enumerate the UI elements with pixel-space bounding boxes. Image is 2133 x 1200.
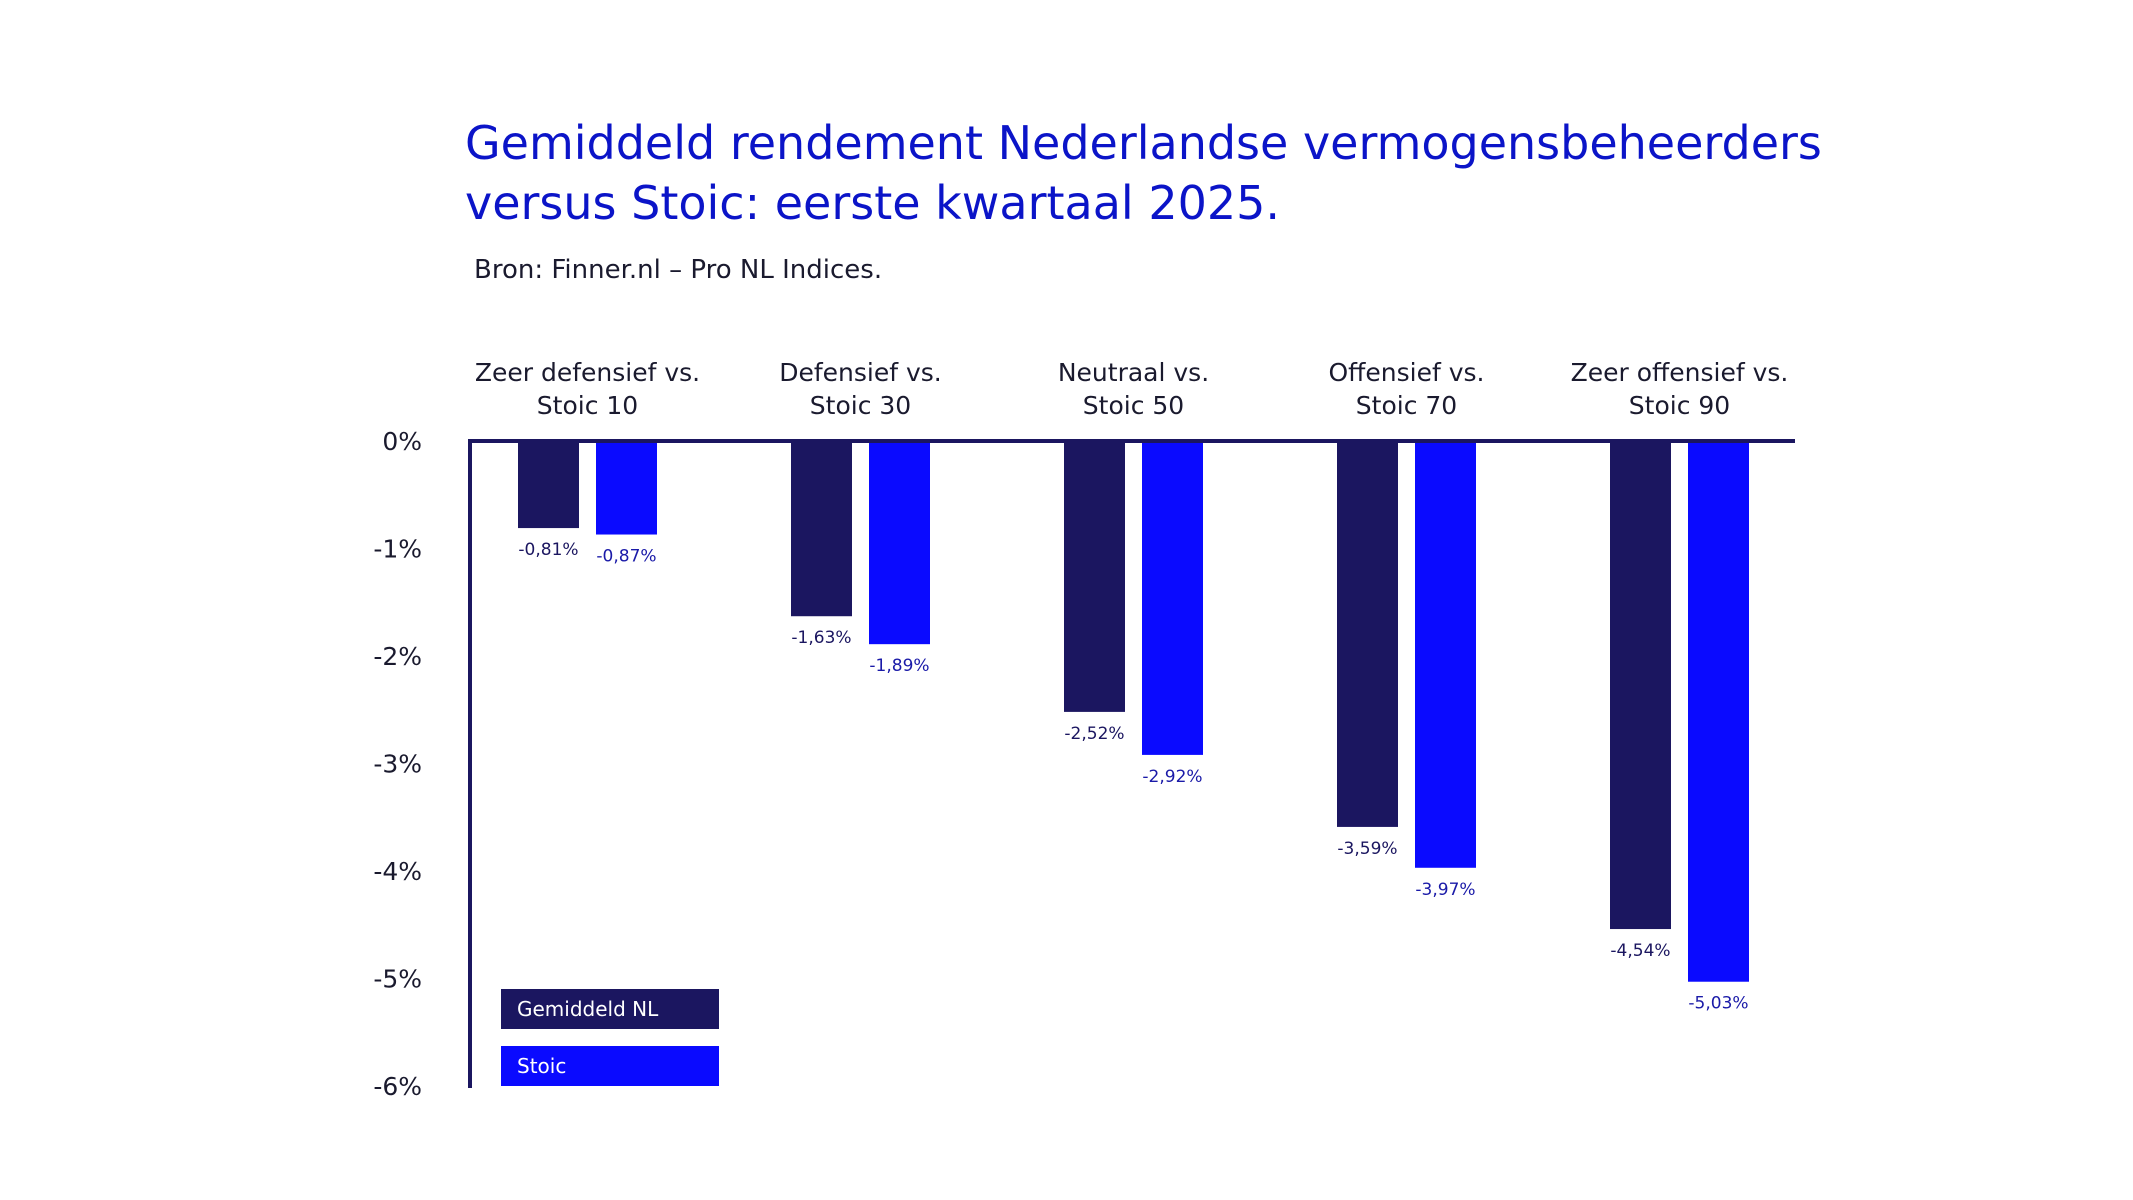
bar-gemiddeld-nl-1	[518, 441, 579, 529]
bar-gemiddeld-nl-3	[1064, 441, 1125, 712]
category-labels-layer: Zeer defensief vs. Stoic 10 Defensief vs. S…	[475, 358, 1789, 420]
bar-value-label: -2,52%	[1064, 724, 1124, 744]
legend-label-gemiddeld-nl: Gemiddeld NL	[517, 997, 659, 1021]
bar-value-label: -1,89%	[869, 656, 929, 676]
legend-label-stoic: Stoic	[517, 1054, 567, 1078]
bar-labels-layer: -0,81% -1,63% -2,52% -3,59% -4,54% -0,87% -1,8…	[518, 540, 1748, 1014]
bar-value-label: -4,54%	[1610, 941, 1670, 961]
bar-stoic-3	[1142, 441, 1203, 755]
y-tick-label: -6%	[373, 1072, 422, 1101]
bar-stoic-1	[596, 441, 657, 535]
bar-value-label: -5,03%	[1688, 994, 1748, 1014]
legend-item-stoic: Stoic	[501, 1046, 719, 1086]
bar-stoic-5	[1688, 441, 1749, 982]
chart-source: Bron: Finner.nl – Pro NL Indices.	[474, 255, 883, 285]
y-tick-label: -2%	[373, 642, 422, 671]
y-tick-label: -5%	[373, 965, 422, 994]
category-label-3: Neutraal vs. Stoic 50	[1058, 358, 1209, 420]
bar-gemiddeld-nl-4	[1337, 441, 1398, 827]
bars-layer	[518, 441, 1749, 982]
y-axis-ticks-layer: 0% -1% -2% -3% -4% -5% -6%	[373, 427, 422, 1101]
bar-value-label: -0,87%	[596, 547, 656, 567]
bar-value-label: -3,97%	[1415, 880, 1475, 900]
y-tick-label: -1%	[373, 535, 422, 564]
y-tick-label: 0%	[382, 427, 422, 456]
bar-value-label: -2,92%	[1142, 767, 1202, 787]
legend: Gemiddeld NL Stoic	[501, 989, 719, 1103]
category-label-1: Zeer defensief vs. Stoic 10	[475, 358, 700, 420]
bar-stoic-2	[869, 441, 930, 645]
bar-gemiddeld-nl-2	[791, 441, 852, 617]
bar-value-label: -1,63%	[791, 628, 851, 648]
y-tick-label: -3%	[373, 750, 422, 779]
legend-item-gemiddeld-nl: Gemiddeld NL	[501, 989, 719, 1029]
category-label-4: Offensief vs. Stoic 70	[1329, 358, 1485, 420]
y-tick-label: -4%	[373, 857, 422, 886]
bar-value-label: -0,81%	[518, 540, 578, 560]
bar-stoic-4	[1415, 441, 1476, 868]
chart-title: Gemiddeld rendement Nederlandse vermogen…	[465, 116, 1822, 230]
bar-value-label: -3,59%	[1337, 839, 1397, 859]
category-label-2: Defensief vs. Stoic 30	[779, 358, 942, 420]
bar-gemiddeld-nl-5	[1610, 441, 1671, 930]
category-label-5: Zeer offensief vs. Stoic 90	[1571, 358, 1789, 420]
